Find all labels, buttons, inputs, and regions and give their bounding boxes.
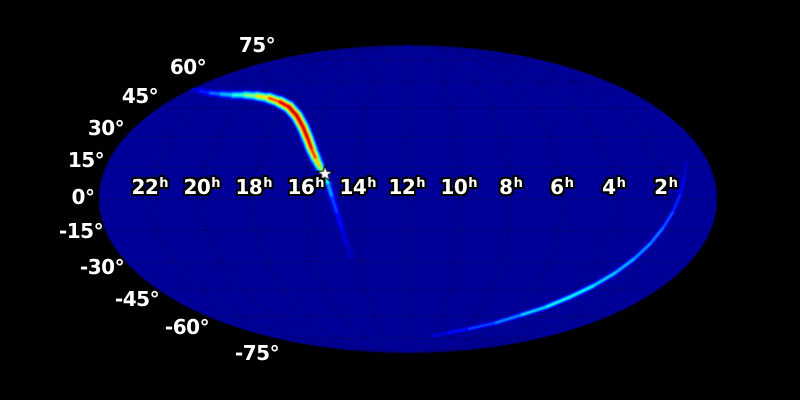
hour-superscript: h (315, 176, 325, 191)
ra-tick-2h: 2h (654, 175, 678, 199)
ra-tick-16h: 16h (287, 175, 325, 199)
hour-superscript: h (263, 176, 273, 191)
dec-tick-m15: -15° (58, 219, 104, 243)
hour-superscript: h (211, 176, 221, 191)
dec-tick-30: 30° (87, 116, 125, 140)
dec-tick-m30: -30° (79, 255, 125, 279)
ra-tick-20h: 20h (183, 175, 221, 199)
ra-tick-8h: 8h (499, 175, 523, 199)
hour-superscript: h (513, 176, 523, 191)
hour-superscript: h (367, 176, 377, 191)
dec-tick-m45: -45° (114, 287, 160, 311)
hour-superscript: h (564, 176, 574, 191)
ra-tick-12h: 12h (388, 175, 426, 199)
ra-tick-18h: 18h (235, 175, 273, 199)
hour-superscript: h (668, 176, 678, 191)
dec-tick-0: 0° (71, 185, 95, 209)
dec-tick-75: 75° (238, 33, 276, 57)
ra-tick-14h: 14h (339, 175, 377, 199)
dec-tick-m60: -60° (164, 315, 210, 339)
dec-tick-60: 60° (169, 55, 207, 79)
hour-superscript: h (159, 176, 169, 191)
ra-tick-22h: 22h (131, 175, 169, 199)
dec-tick-m75: -75° (234, 341, 280, 365)
ra-tick-6h: 6h (550, 175, 574, 199)
ra-tick-4h: 4h (602, 175, 626, 199)
hour-superscript: h (468, 176, 478, 191)
dec-tick-45: 45° (121, 84, 159, 108)
hour-superscript: h (416, 176, 426, 191)
ra-tick-10h: 10h (440, 175, 478, 199)
dec-tick-15: 15° (67, 148, 105, 172)
hour-superscript: h (616, 176, 626, 191)
